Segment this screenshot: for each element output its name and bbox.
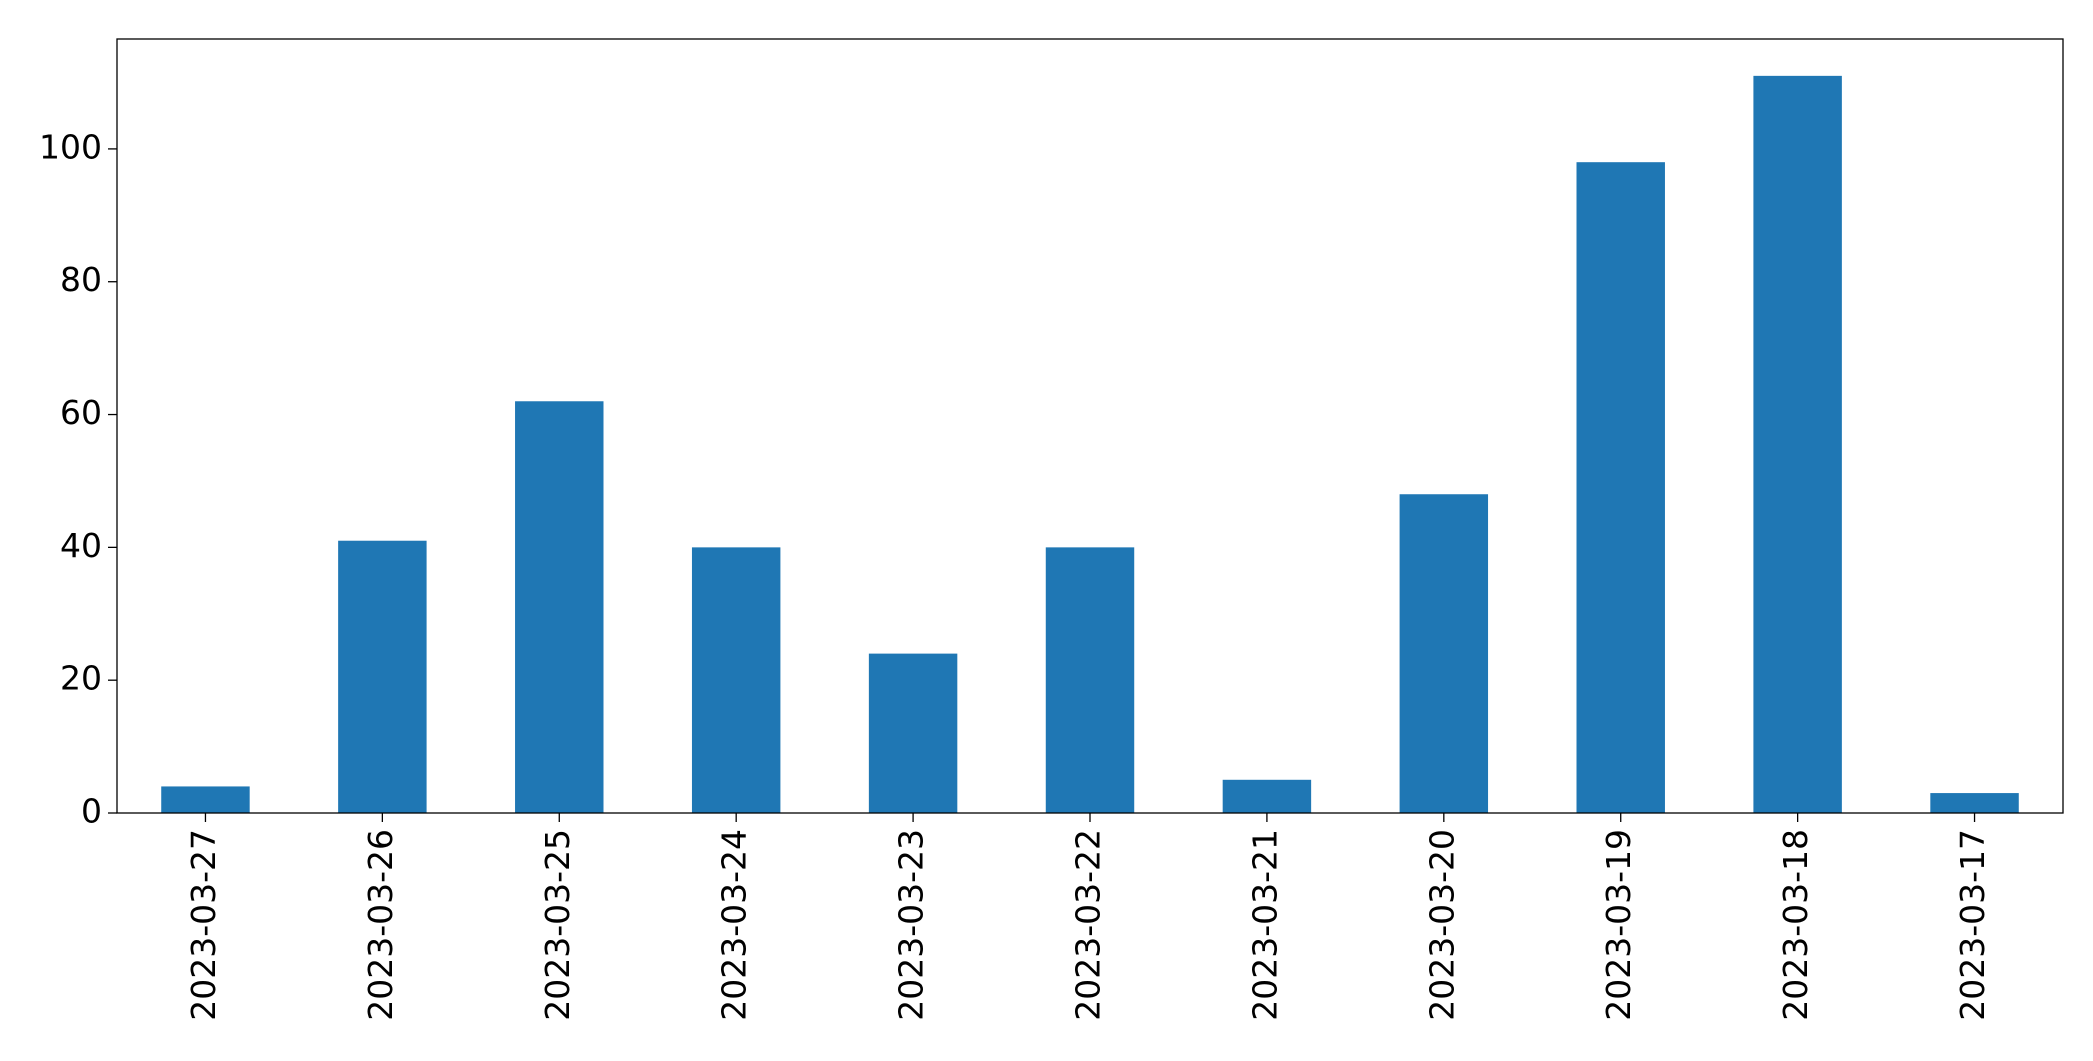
x-tick-label: 2023-03-25 [538,829,577,1021]
x-tick-label: 2023-03-17 [1953,829,1992,1021]
plot-frame [116,38,2064,814]
x-tick-label: 2023-03-19 [1599,829,1638,1021]
x-tick-label: 2023-03-21 [1245,829,1284,1021]
bar [1753,75,1842,814]
y-tick-label: 20 [60,659,102,698]
x-tick-label: 2023-03-27 [184,829,223,1021]
bar [868,653,958,813]
bar [515,401,604,813]
x-tick-label: 2023-03-26 [361,829,400,1021]
bar [1045,547,1135,813]
y-tick-label: 80 [60,260,102,299]
y-tick-label: 0 [81,792,102,831]
y-tick-label: 40 [60,526,102,565]
y-tick-label: 100 [39,127,102,166]
x-tick-label: 2023-03-24 [715,829,754,1021]
bar [1399,494,1489,813]
x-tick-label: 2023-03-20 [1422,829,1461,1021]
bar [161,786,250,813]
bar [338,540,427,813]
bar [1576,162,1665,813]
x-tick-label: 2023-03-22 [1069,829,1108,1021]
x-tick-label: 2023-03-23 [892,829,931,1021]
bar [1930,793,2019,813]
y-tick-label: 60 [60,393,102,432]
bar [1222,779,1312,813]
bar [691,547,781,813]
x-tick-label: 2023-03-18 [1776,829,1815,1021]
